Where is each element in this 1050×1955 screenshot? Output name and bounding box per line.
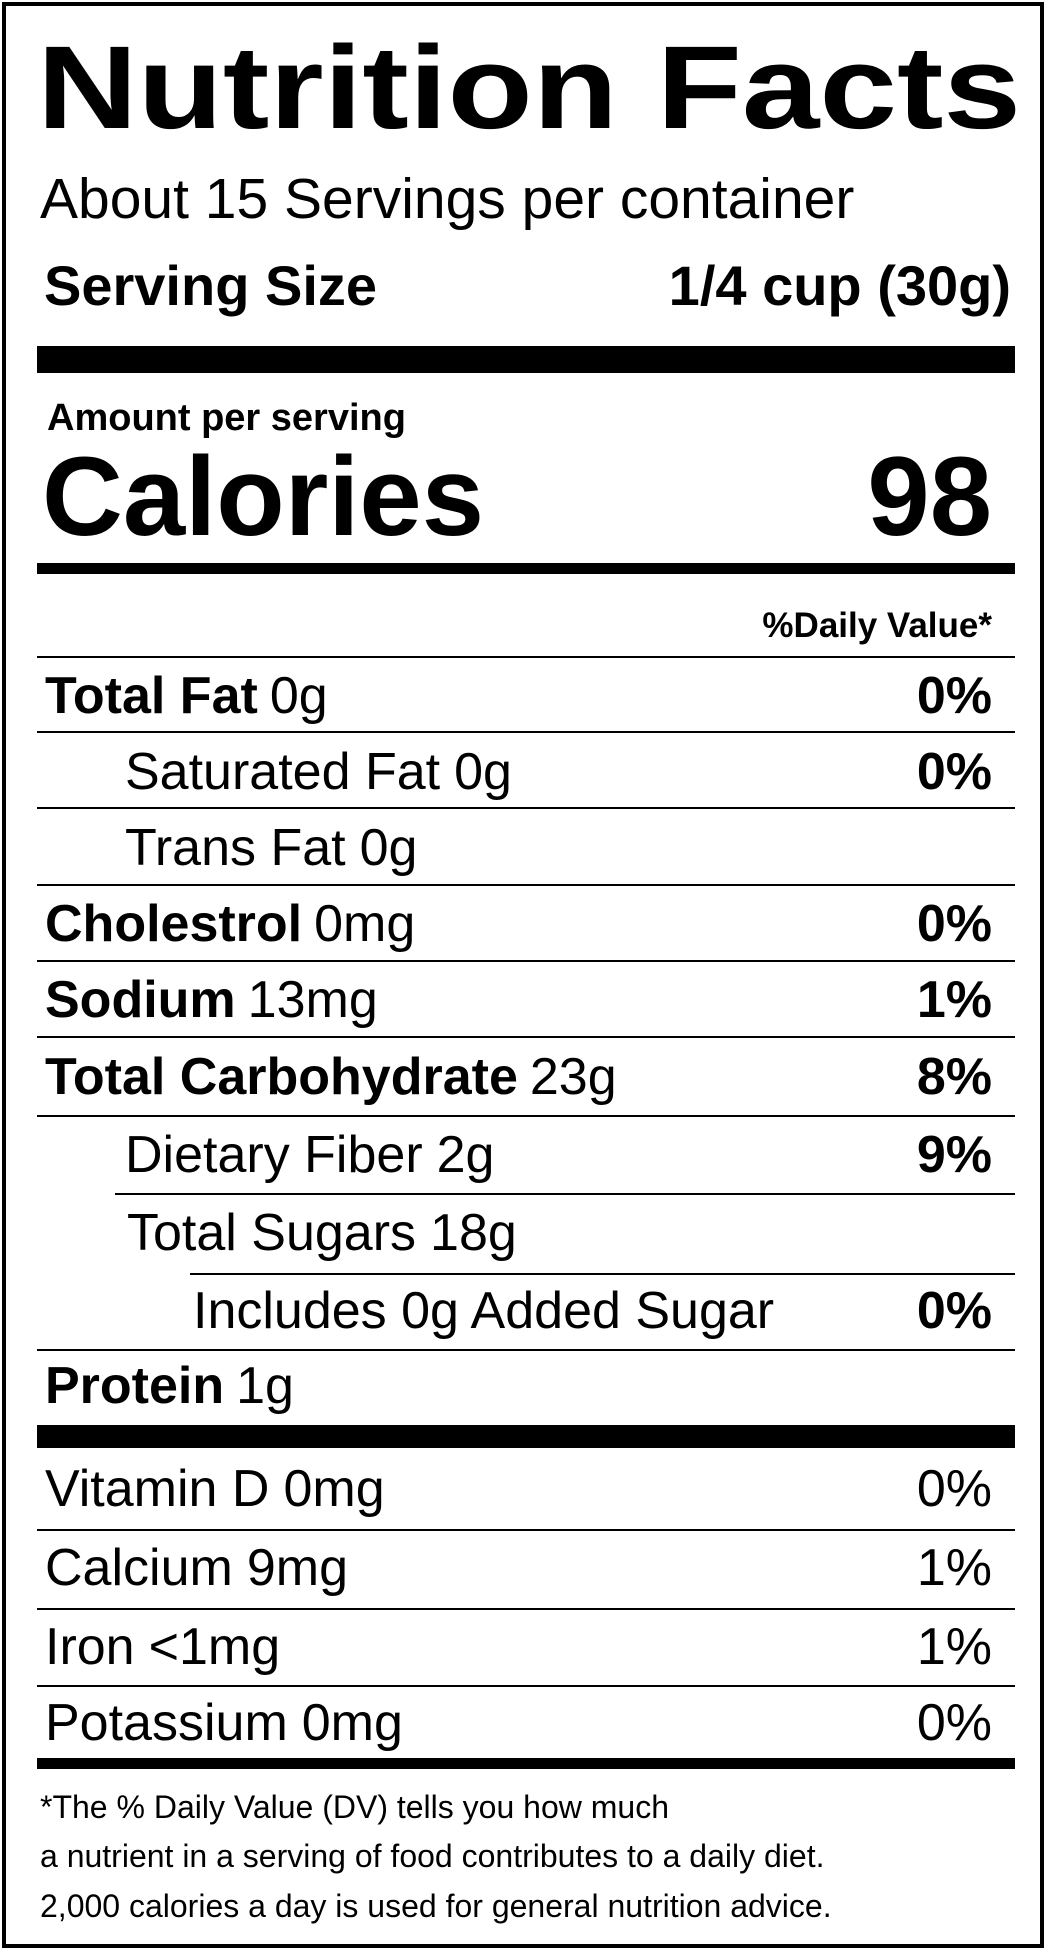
vitamin-amount: <1mg	[149, 1618, 281, 1676]
nutrient-amount: 13mg	[248, 971, 378, 1029]
nutrient-name: Trans Fat	[125, 819, 346, 877]
nutrient-row: Total Sugars 18g	[127, 1204, 517, 1262]
medium-bar	[37, 563, 1015, 574]
nutrient-amount: 1g	[236, 1357, 294, 1415]
nutrient-row: Sodium 13mg	[45, 971, 378, 1029]
footnote-line: *The % Daily Value (DV) tells you how mu…	[40, 1789, 669, 1825]
calories-value: 98	[867, 434, 992, 559]
title: Nutrition Facts	[37, 22, 1021, 154]
vitamin-dv: 1%	[917, 1539, 992, 1597]
vitamin-row: Calcium 9mg	[45, 1539, 348, 1597]
calories-label: Calories	[42, 434, 484, 559]
vitamin-row: Potassium 0mg	[45, 1694, 403, 1752]
nutrient-dv: 8%	[917, 1048, 992, 1106]
nutrient-name: Total Carbohydrate	[45, 1048, 518, 1106]
footnote-line: 2,000 calories a day is used for general…	[40, 1888, 832, 1924]
nutrient-name: Protein	[45, 1357, 224, 1415]
vitamin-row: Iron <1mg	[45, 1618, 280, 1676]
nutrient-name: Total Fat	[45, 667, 258, 725]
servings: About 15 Servings per container	[40, 167, 854, 231]
nutrient-row: Cholestrol 0mg	[45, 895, 415, 953]
nutrient-row: Saturated Fat 0g	[125, 743, 512, 801]
daily-value-header: %Daily Value*	[762, 606, 992, 645]
nutrient-name: Total Sugars	[127, 1204, 416, 1262]
vitamin-name: Vitamin D	[45, 1460, 269, 1518]
vitamin-row: Vitamin D 0mg	[45, 1460, 385, 1518]
row-dividers	[37, 656, 1015, 1687]
nutrient-name: Dietary Fiber	[125, 1126, 423, 1184]
thick-bar	[37, 1425, 1015, 1448]
nutrient-name: Sodium	[45, 971, 236, 1029]
vitamin-name: Calcium	[45, 1539, 233, 1597]
footnote-line: a nutrient in a serving of food contribu…	[40, 1838, 824, 1874]
nutrient-amount: 0g	[360, 819, 418, 877]
medium-bar	[37, 1758, 1015, 1769]
vitamin-dv: 1%	[917, 1618, 992, 1676]
vitamin-name: Potassium	[45, 1694, 288, 1752]
nutrient-amount: 2g	[437, 1126, 495, 1184]
nutrient-row: Total Fat 0g	[45, 667, 328, 725]
nutrient-dv: 0%	[917, 743, 992, 801]
thick-bar	[37, 346, 1015, 373]
nutrient-amount: 23g	[530, 1048, 617, 1106]
nutrient-amount: 0mg	[314, 895, 415, 953]
nutrient-dv: 0%	[917, 1282, 992, 1340]
nutrient-name: Saturated Fat	[125, 743, 441, 801]
nutrient-row: Protein 1g	[45, 1357, 294, 1415]
nutrient-row: Dietary Fiber 2g	[125, 1126, 494, 1184]
nutrient-row: Total Carbohydrate 23g	[45, 1048, 617, 1106]
added-sugar: Includes 0g Added Sugar	[193, 1282, 774, 1340]
serving-size-value: 1/4 cup (30g)	[669, 254, 1011, 317]
nutrient-amount: 18g	[430, 1204, 517, 1262]
nutrient-dv: 0%	[917, 895, 992, 953]
serving-size-label: Serving Size	[44, 254, 377, 317]
nutrient-dv: 0%	[917, 667, 992, 725]
vitamin-dv: 0%	[917, 1460, 992, 1518]
vitamin-dv: 0%	[917, 1694, 992, 1752]
nutrient-amount: 0g	[454, 743, 512, 801]
nutrient-dv: 1%	[917, 971, 992, 1029]
vitamin-amount: 0mg	[283, 1460, 384, 1518]
nutrient-name: Cholestrol	[45, 895, 302, 953]
nutrient-row: Trans Fat 0g	[125, 819, 417, 877]
amount-per-serving: Amount per serving	[47, 397, 406, 439]
vitamin-amount: 0mg	[302, 1694, 403, 1752]
vitamin-amount: 9mg	[247, 1539, 348, 1597]
nutrient-dv: 9%	[917, 1126, 992, 1184]
vitamin-name: Iron	[45, 1618, 135, 1676]
nutrient-amount: 0g	[270, 667, 328, 725]
